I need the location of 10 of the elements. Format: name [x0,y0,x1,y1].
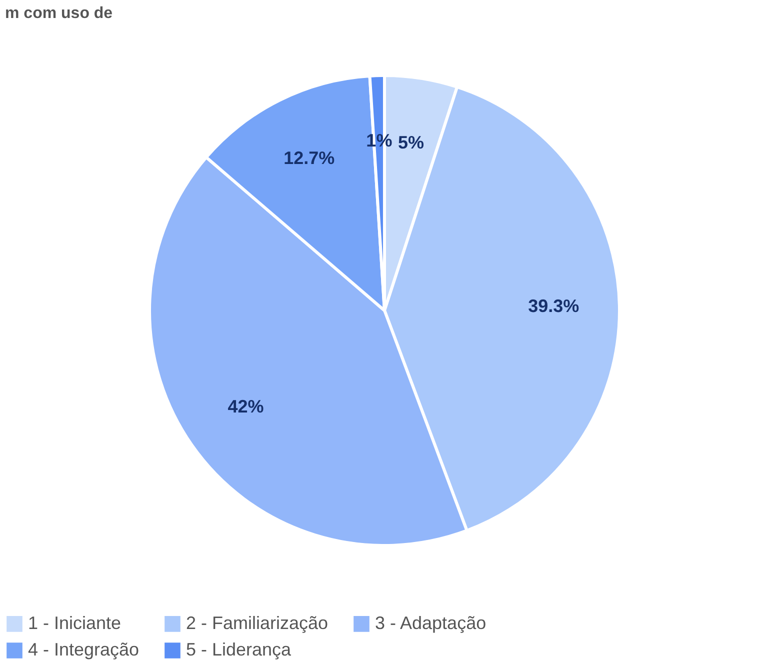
data-label: 42% [228,396,264,416]
legend-label: 2 - Familiarização [186,612,328,633]
chart-title: m com uso de [5,5,113,22]
legend-label: 5 - Liderança [186,640,292,660]
legend-label: 3 - Adaptação [375,612,486,633]
data-label: 39.3% [528,296,580,316]
legend-label: 4 - Integração [28,640,140,660]
data-label: 12.7% [284,148,335,168]
data-label: 5% [398,132,424,152]
legend-label: 1 - Iniciante [28,612,122,633]
